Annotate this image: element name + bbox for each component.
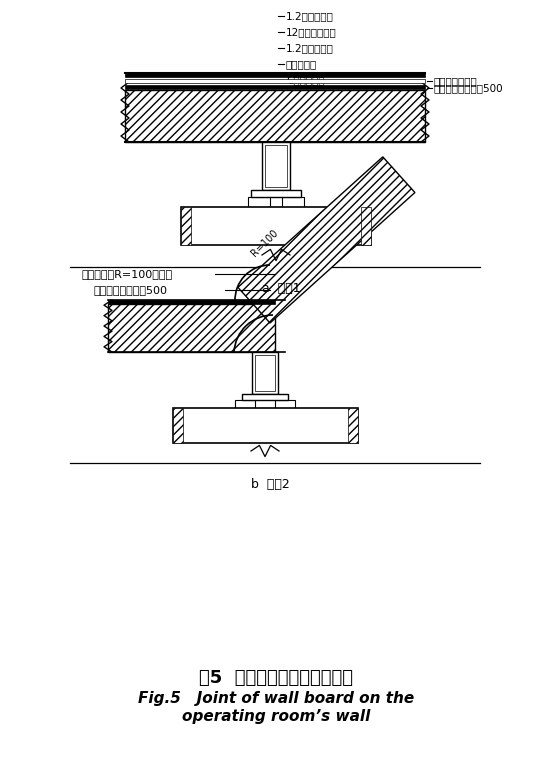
Text: 板缝间点焊，间距500: 板缝间点焊，间距500 <box>434 83 503 93</box>
Text: 挂件、挂钉: 挂件、挂钉 <box>286 59 317 69</box>
Bar <box>251 190 301 197</box>
Bar <box>252 352 278 394</box>
Text: 图5  手术室墙体墙板接缝节点: 图5 手术室墙体墙板接缝节点 <box>199 669 353 687</box>
Text: 原子灰刷出R=100的圆角: 原子灰刷出R=100的圆角 <box>82 269 173 279</box>
Bar <box>275 400 295 410</box>
Bar <box>181 207 371 245</box>
Bar <box>125 85 425 89</box>
Text: C形竖向主棁: C形竖向主棁 <box>286 75 325 85</box>
Text: Fig.5   Joint of wall board on the: Fig.5 Joint of wall board on the <box>138 691 414 706</box>
Bar <box>172 408 358 443</box>
Text: 1.2厚电解钉板: 1.2厚电解钉板 <box>286 11 334 21</box>
Bar <box>262 142 290 190</box>
Bar <box>108 304 275 352</box>
Bar <box>255 355 275 391</box>
Bar <box>125 90 425 142</box>
Text: 原子灰刷平板面: 原子灰刷平板面 <box>434 76 477 86</box>
Bar <box>361 207 371 245</box>
Bar <box>125 73 425 77</box>
Bar <box>235 400 255 410</box>
Polygon shape <box>238 157 415 323</box>
Bar <box>265 145 287 187</box>
Text: R=100: R=100 <box>250 227 280 258</box>
Bar <box>125 79 425 83</box>
Bar <box>282 197 304 209</box>
Bar <box>172 408 183 443</box>
Text: a  节点1: a 节点1 <box>262 282 300 295</box>
Text: 1.2厚电解钉板: 1.2厚电解钉板 <box>286 43 334 53</box>
Bar <box>181 207 191 245</box>
Bar <box>248 197 270 209</box>
Bar <box>348 408 358 443</box>
Text: b  节点2: b 节点2 <box>251 478 289 491</box>
Bar <box>242 394 288 400</box>
Text: operating room’s wall: operating room’s wall <box>182 709 370 723</box>
Text: 板缝间点焊，间距500: 板缝间点焊，间距500 <box>94 285 168 295</box>
Text: 12厚防水石膏板: 12厚防水石膏板 <box>286 27 337 37</box>
Bar <box>108 300 275 304</box>
